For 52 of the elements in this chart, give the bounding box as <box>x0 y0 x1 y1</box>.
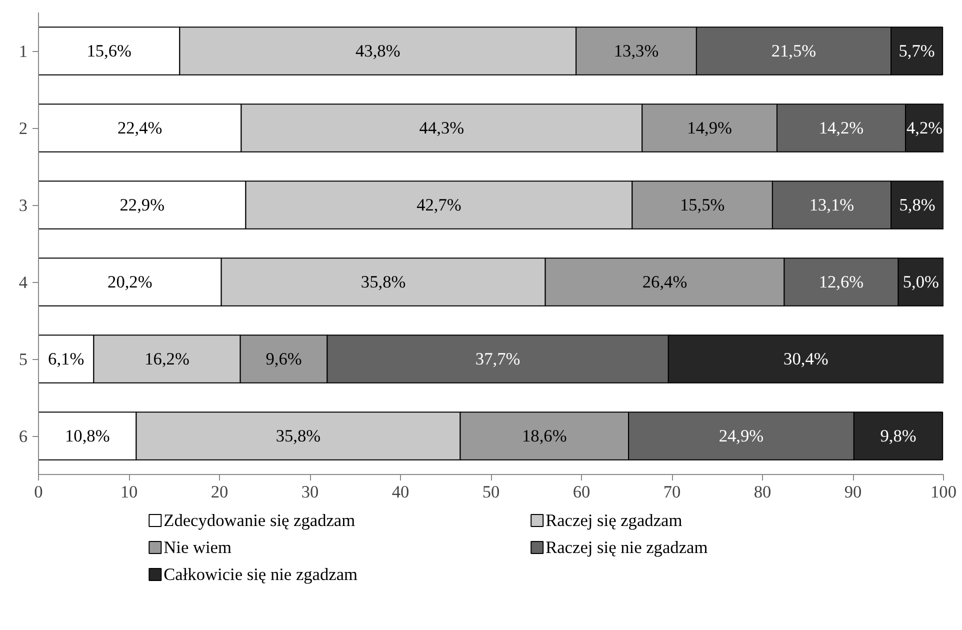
data-label: 15,5% <box>680 196 725 214</box>
data-label: 5,0% <box>902 272 939 292</box>
data-label: 18,6% <box>522 426 567 446</box>
data-label: 9,8% <box>880 426 916 446</box>
x-tick-label: 70 <box>663 482 681 502</box>
x-tick-label: 50 <box>482 482 500 502</box>
y-tick-label: 3 <box>18 196 28 215</box>
data-label: 5,7% <box>898 42 935 60</box>
data-label: 21,5% <box>771 42 816 60</box>
data-label: 5,8% <box>899 196 936 214</box>
legend-label: Raczej się nie zgadzam <box>546 538 708 557</box>
x-tick-label: 20 <box>210 482 228 502</box>
x-tick-label: 0 <box>34 482 43 502</box>
data-label: 42,7% <box>416 196 462 214</box>
data-label: 13,3% <box>614 42 659 60</box>
y-tick-label: 4 <box>18 273 28 292</box>
data-label: 12,6% <box>818 272 864 292</box>
data-label: 37,7% <box>475 350 520 368</box>
data-label: 16,2% <box>144 350 190 368</box>
x-tick-label: 40 <box>392 482 410 502</box>
data-label: 35,8% <box>276 426 321 446</box>
data-label: 22,4% <box>117 118 162 138</box>
data-label: 30,4% <box>784 350 828 368</box>
legend-label: Raczej się zgadzam <box>546 511 683 530</box>
data-label: 4,2% <box>906 118 943 138</box>
x-tick-label: 10 <box>120 482 138 502</box>
data-label: 10,8% <box>64 426 110 446</box>
data-label: 26,4% <box>642 272 688 292</box>
y-tick-label: 1 <box>18 42 28 61</box>
data-label: 14,9% <box>687 118 732 138</box>
data-label: 24,9% <box>718 426 764 446</box>
y-tick-label: 5 <box>18 350 28 369</box>
legend-label: Całkowicie się nie zgadzam <box>164 565 358 584</box>
x-tick-label: 60 <box>572 482 590 502</box>
data-label: 6,1% <box>48 350 84 368</box>
data-label: 44,3% <box>419 118 464 138</box>
legend-label: Nie wiem <box>164 538 232 557</box>
legend-label: Zdecydowanie się zgadzam <box>164 511 356 530</box>
x-tick-label: 80 <box>754 482 772 502</box>
data-label: 9,6% <box>266 350 302 368</box>
data-label: 22,9% <box>120 196 165 214</box>
data-label: 43,8% <box>355 42 400 60</box>
x-tick-label: 90 <box>844 482 862 502</box>
x-tick-label: 100 <box>930 482 957 502</box>
data-label: 15,6% <box>86 42 132 60</box>
x-tick-label: 30 <box>301 482 319 502</box>
data-label: 35,8% <box>360 272 406 292</box>
data-label: 14,2% <box>818 118 864 138</box>
data-label: 13,1% <box>809 196 854 214</box>
y-tick-label: 2 <box>18 119 28 138</box>
data-label: 20,2% <box>108 272 152 292</box>
y-tick-label: 6 <box>18 427 28 446</box>
